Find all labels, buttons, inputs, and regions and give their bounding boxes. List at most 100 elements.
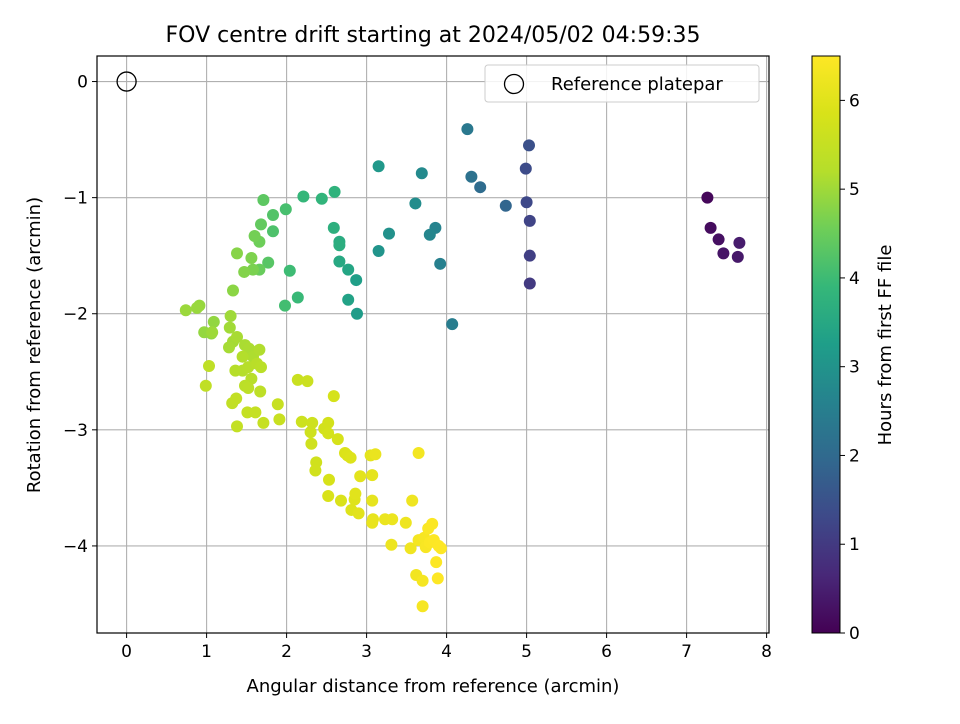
data-point xyxy=(349,487,362,500)
y-axis-label: Rotation from reference (arcmin) xyxy=(24,197,45,493)
data-point xyxy=(242,382,255,395)
data-point xyxy=(257,193,270,206)
data-point xyxy=(227,284,239,297)
data-point xyxy=(333,255,346,268)
data-point xyxy=(342,263,355,276)
data-point xyxy=(327,390,340,403)
data-point xyxy=(231,330,243,343)
data-point xyxy=(333,239,346,252)
data-point xyxy=(322,490,335,503)
data-point xyxy=(267,209,279,222)
data-point xyxy=(372,160,385,173)
data-point xyxy=(344,451,357,464)
colorbar-gradient xyxy=(811,55,841,634)
data-point xyxy=(461,123,474,136)
data-point xyxy=(315,192,328,205)
data-point xyxy=(229,364,242,377)
x-axis-ticks: 0 1 2 3 4 5 6 7 8 xyxy=(121,633,772,662)
data-point xyxy=(271,398,284,411)
data-point xyxy=(519,162,532,175)
data-point xyxy=(385,538,398,551)
data-point xyxy=(465,170,478,183)
chart-title: FOV centre drift starting at 2024/05/02 … xyxy=(166,23,701,48)
data-point xyxy=(309,464,322,477)
data-point xyxy=(245,252,258,265)
data-point xyxy=(238,265,251,278)
data-point xyxy=(291,291,304,304)
data-point xyxy=(203,359,215,372)
data-point xyxy=(267,225,279,238)
x-tick-label: 7 xyxy=(681,642,692,662)
data-point xyxy=(253,343,266,356)
data-point xyxy=(430,556,443,569)
x-tick-label: 2 xyxy=(281,642,292,662)
data-point xyxy=(446,318,459,331)
y-tick-label: −1 xyxy=(63,189,88,209)
x-tick-label: 6 xyxy=(601,642,612,662)
data-point xyxy=(224,310,237,323)
data-point xyxy=(701,191,714,204)
data-point xyxy=(372,245,385,258)
y-tick-label: −2 xyxy=(63,305,88,325)
colorbar-label: Hours from first FF file xyxy=(875,245,896,446)
data-point xyxy=(322,427,335,440)
data-point xyxy=(236,350,249,363)
colorbar-tick-label: 3 xyxy=(849,358,860,378)
data-point xyxy=(350,274,363,287)
data-point xyxy=(273,413,286,426)
data-point xyxy=(731,250,744,263)
data-point xyxy=(717,247,730,260)
plot-frame xyxy=(96,55,770,634)
data-point xyxy=(322,416,335,429)
data-point xyxy=(520,196,533,209)
data-point xyxy=(354,470,367,483)
data-point xyxy=(366,469,379,482)
data-point xyxy=(342,293,355,306)
data-point xyxy=(416,600,429,613)
data-point xyxy=(231,420,243,433)
colorbar-tick-label: 0 xyxy=(849,624,860,644)
data-point xyxy=(254,385,267,398)
data-point xyxy=(323,473,335,486)
data-point xyxy=(249,406,262,419)
data-point xyxy=(306,416,319,429)
legend-marker-icon xyxy=(503,73,525,95)
colorbar-tick-label: 6 xyxy=(849,91,860,111)
y-axis-ticks: 0 −1 −2 −3 −4 xyxy=(63,73,97,557)
data-point xyxy=(230,392,243,405)
legend-box xyxy=(484,64,760,103)
data-point xyxy=(415,167,428,180)
data-point xyxy=(523,139,535,152)
data-point xyxy=(434,257,447,270)
data-point xyxy=(423,228,436,241)
colorbar-ticks: 0 1 2 3 4 5 6 xyxy=(840,91,860,644)
data-point xyxy=(305,437,318,450)
data-point xyxy=(262,256,275,269)
data-point xyxy=(523,214,536,227)
data-point xyxy=(351,307,363,320)
data-point xyxy=(474,181,487,194)
y-tick-label: 0 xyxy=(77,73,88,93)
data-point xyxy=(257,416,270,429)
legend-entry-reference: Reference platepar xyxy=(551,74,723,95)
reference-marker xyxy=(116,71,137,92)
data-point xyxy=(223,321,236,334)
data-point xyxy=(191,301,203,314)
y-tick-label: −3 xyxy=(63,421,88,441)
y-tick-label: −4 xyxy=(63,537,88,557)
data-point xyxy=(416,574,429,587)
data-point xyxy=(304,426,317,439)
x-tick-label: 8 xyxy=(761,642,772,662)
data-point xyxy=(279,203,292,216)
data-point xyxy=(366,494,379,507)
x-tick-label: 4 xyxy=(441,642,452,662)
data-point xyxy=(435,542,447,555)
data-point xyxy=(523,249,536,262)
data-point xyxy=(199,379,212,392)
x-tick-label: 3 xyxy=(361,642,372,662)
data-point xyxy=(499,199,512,212)
x-tick-label: 0 xyxy=(121,642,132,662)
colorbar-tick-label: 1 xyxy=(849,535,860,555)
